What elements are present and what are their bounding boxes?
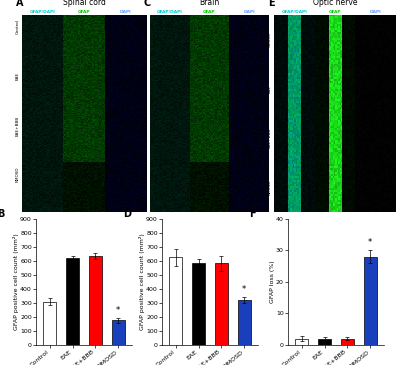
Bar bbox=[170, 257, 182, 345]
Text: DAPI: DAPI bbox=[370, 10, 382, 14]
Text: GFAP/DAPI: GFAP/DAPI bbox=[281, 10, 307, 14]
Text: NMOSD: NMOSD bbox=[144, 167, 148, 182]
Bar bbox=[296, 339, 308, 345]
Y-axis label: GFAP positive cell count (mm²): GFAP positive cell count (mm²) bbox=[13, 234, 19, 330]
Text: D: D bbox=[124, 209, 132, 219]
Bar bbox=[66, 258, 79, 345]
Bar bbox=[341, 339, 354, 345]
Bar bbox=[238, 300, 250, 345]
Text: EAE: EAE bbox=[16, 72, 20, 80]
Text: Optic nerve: Optic nerve bbox=[313, 0, 357, 7]
Text: GFAP/DAPI: GFAP/DAPI bbox=[30, 10, 56, 14]
Text: GFAP/DAPI: GFAP/DAPI bbox=[157, 10, 183, 14]
Text: EAE+BBB: EAE+BBB bbox=[16, 115, 20, 135]
Bar bbox=[364, 257, 376, 345]
Text: EAE: EAE bbox=[268, 84, 272, 93]
Text: EAE: EAE bbox=[144, 72, 148, 80]
Bar bbox=[44, 301, 56, 345]
Bar bbox=[192, 263, 205, 345]
Text: *: * bbox=[368, 238, 372, 247]
Text: GFAP: GFAP bbox=[203, 10, 216, 14]
Text: DAPI: DAPI bbox=[120, 10, 131, 14]
Bar bbox=[112, 320, 124, 345]
Text: Control: Control bbox=[16, 19, 20, 34]
Y-axis label: GFAP loss (%): GFAP loss (%) bbox=[270, 261, 274, 303]
Y-axis label: GFAP positive cell count (mm²): GFAP positive cell count (mm²) bbox=[139, 234, 145, 330]
Text: Control: Control bbox=[268, 32, 272, 47]
Text: DAPI: DAPI bbox=[243, 10, 255, 14]
Text: NMOSD: NMOSD bbox=[268, 179, 272, 195]
Bar bbox=[318, 339, 331, 345]
Text: Control: Control bbox=[144, 19, 148, 34]
Bar bbox=[89, 256, 102, 345]
Text: GFAP: GFAP bbox=[78, 10, 90, 14]
Text: *: * bbox=[116, 306, 120, 315]
Text: GFAP: GFAP bbox=[329, 10, 341, 14]
Text: B: B bbox=[0, 209, 5, 219]
Text: C: C bbox=[144, 0, 151, 8]
Text: Brain: Brain bbox=[199, 0, 220, 7]
Text: A: A bbox=[16, 0, 24, 8]
Text: EAE+BBB: EAE+BBB bbox=[268, 128, 272, 148]
Text: NMOSD: NMOSD bbox=[16, 167, 20, 182]
Text: Spinal cord: Spinal cord bbox=[62, 0, 106, 7]
Text: E: E bbox=[268, 0, 275, 8]
Bar bbox=[215, 264, 228, 345]
Text: *: * bbox=[242, 285, 246, 294]
Text: EAE+BBB: EAE+BBB bbox=[144, 115, 148, 135]
Text: F: F bbox=[250, 209, 256, 219]
